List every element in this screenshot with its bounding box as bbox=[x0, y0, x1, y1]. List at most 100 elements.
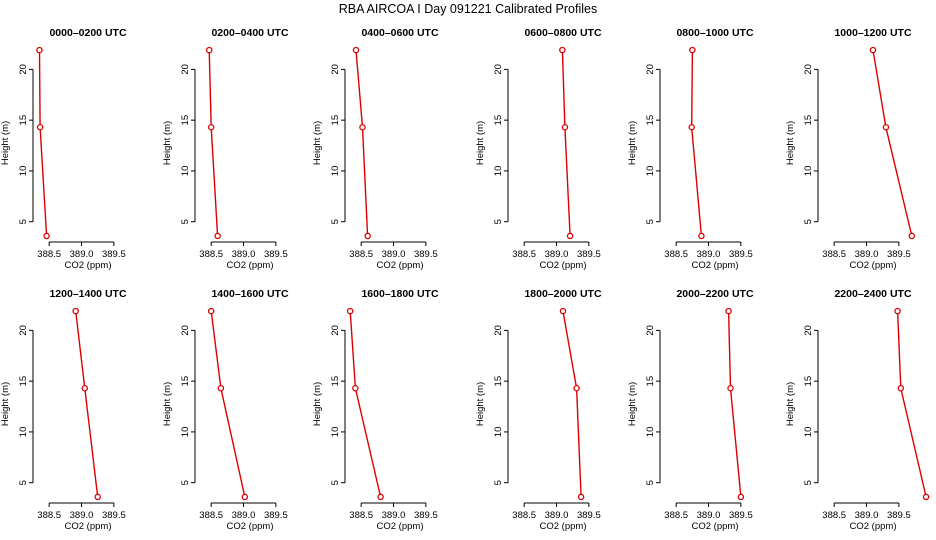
y-tick-label: 15 bbox=[803, 115, 814, 126]
panel-title: 2200–2400 UTC bbox=[834, 288, 911, 300]
y-tick-label: 10 bbox=[330, 166, 341, 177]
y-tick-label: 20 bbox=[180, 325, 191, 336]
y-tick-label: 15 bbox=[493, 115, 504, 126]
y-tick-label: 5 bbox=[18, 219, 29, 224]
data-point bbox=[566, 232, 574, 240]
x-tick-label: 388.5 bbox=[199, 510, 223, 521]
y-tick-label: 20 bbox=[330, 64, 341, 75]
x-tick-label: 388.5 bbox=[199, 249, 223, 260]
x-axis-label: CO2 (ppm) bbox=[65, 260, 112, 271]
data-point bbox=[377, 493, 384, 501]
y-tick-label: 10 bbox=[645, 427, 656, 438]
x-tick-label: 389.0 bbox=[232, 249, 256, 260]
y-tick-label: 5 bbox=[493, 480, 504, 485]
y-tick-label: 10 bbox=[645, 166, 656, 177]
x-tick-label: 389.0 bbox=[70, 249, 94, 260]
y-tick-label: 20 bbox=[645, 325, 656, 336]
data-point bbox=[43, 232, 50, 240]
data-point bbox=[688, 124, 695, 131]
data-point bbox=[207, 307, 215, 315]
data-point bbox=[359, 124, 366, 131]
x-axis-label: CO2 (ppm) bbox=[227, 521, 274, 532]
y-axis-label: Height (m) bbox=[627, 121, 638, 165]
x-tick-label: 388.5 bbox=[37, 249, 61, 260]
profile-line bbox=[872, 49, 913, 237]
y-tick-label: 10 bbox=[803, 166, 814, 177]
y-tick-label: 10 bbox=[18, 166, 29, 177]
y-tick-label: 15 bbox=[330, 376, 341, 387]
x-axis-label: CO2 (ppm) bbox=[692, 260, 739, 271]
y-tick-label: 15 bbox=[493, 376, 504, 387]
x-axis-label: CO2 (ppm) bbox=[377, 521, 424, 532]
x-axis-label: CO2 (ppm) bbox=[540, 521, 587, 532]
y-axis-label: Height (m) bbox=[475, 121, 486, 165]
x-tick-label: 388.5 bbox=[664, 510, 688, 521]
y-axis-label: Height (m) bbox=[0, 121, 11, 165]
data-point bbox=[36, 46, 43, 54]
x-tick-label: 388.5 bbox=[822, 249, 846, 260]
data-point bbox=[869, 46, 877, 54]
data-point bbox=[689, 46, 696, 54]
x-tick-label: 389.0 bbox=[70, 510, 94, 521]
x-tick-label: 389.0 bbox=[232, 510, 256, 521]
x-tick-label: 389.0 bbox=[855, 249, 879, 260]
y-tick-label: 5 bbox=[803, 219, 814, 224]
x-tick-label: 388.5 bbox=[349, 510, 373, 521]
x-tick-label: 389.0 bbox=[697, 249, 721, 260]
x-tick-label: 389.5 bbox=[264, 249, 288, 260]
profile-line bbox=[896, 311, 927, 498]
panel-title: 1800–2000 UTC bbox=[524, 288, 601, 300]
y-tick-label: 10 bbox=[180, 166, 191, 177]
data-point bbox=[94, 493, 101, 501]
y-tick-label: 20 bbox=[18, 64, 29, 75]
panel-title: 0600–0800 UTC bbox=[524, 27, 601, 39]
panel-title: 1600–1800 UTC bbox=[361, 288, 438, 300]
data-point bbox=[346, 307, 354, 315]
y-tick-label: 5 bbox=[493, 219, 504, 224]
data-point bbox=[882, 124, 890, 131]
y-tick-label: 20 bbox=[180, 64, 191, 75]
data-point bbox=[205, 46, 213, 54]
x-tick-label: 389.5 bbox=[577, 510, 601, 521]
panel-title: 0200–0400 UTC bbox=[211, 27, 288, 39]
y-tick-label: 20 bbox=[803, 64, 814, 75]
y-tick-label: 20 bbox=[330, 325, 341, 336]
x-tick-label: 389.0 bbox=[545, 510, 569, 521]
data-point bbox=[727, 385, 734, 392]
x-axis-label: CO2 (ppm) bbox=[227, 260, 274, 271]
y-tick-label: 10 bbox=[493, 166, 504, 177]
y-axis-label: Height (m) bbox=[162, 121, 173, 165]
data-point bbox=[577, 493, 585, 501]
data-point bbox=[559, 307, 567, 315]
x-tick-label: 389.5 bbox=[887, 249, 911, 260]
x-tick-label: 388.5 bbox=[37, 510, 61, 521]
y-tick-label: 5 bbox=[645, 219, 656, 224]
y-tick-label: 10 bbox=[493, 427, 504, 438]
profile-line bbox=[355, 50, 369, 236]
x-axis-label: CO2 (ppm) bbox=[65, 521, 112, 532]
panel-title: 2000–2200 UTC bbox=[676, 288, 753, 300]
y-axis-label: Height (m) bbox=[312, 382, 323, 426]
data-point bbox=[214, 232, 221, 240]
y-axis-label: Height (m) bbox=[0, 382, 11, 426]
panel-title: 1000–1200 UTC bbox=[834, 27, 911, 39]
y-tick-label: 5 bbox=[803, 480, 814, 485]
y-tick-label: 5 bbox=[180, 480, 191, 485]
data-point bbox=[36, 124, 44, 131]
profile-line bbox=[38, 50, 48, 236]
y-tick-label: 15 bbox=[330, 115, 341, 126]
panel-title: 1200–1400 UTC bbox=[49, 288, 126, 300]
data-point bbox=[698, 232, 705, 240]
y-tick-label: 15 bbox=[803, 376, 814, 387]
data-point bbox=[364, 232, 371, 240]
data-point bbox=[897, 385, 905, 392]
profile-line bbox=[210, 311, 246, 498]
